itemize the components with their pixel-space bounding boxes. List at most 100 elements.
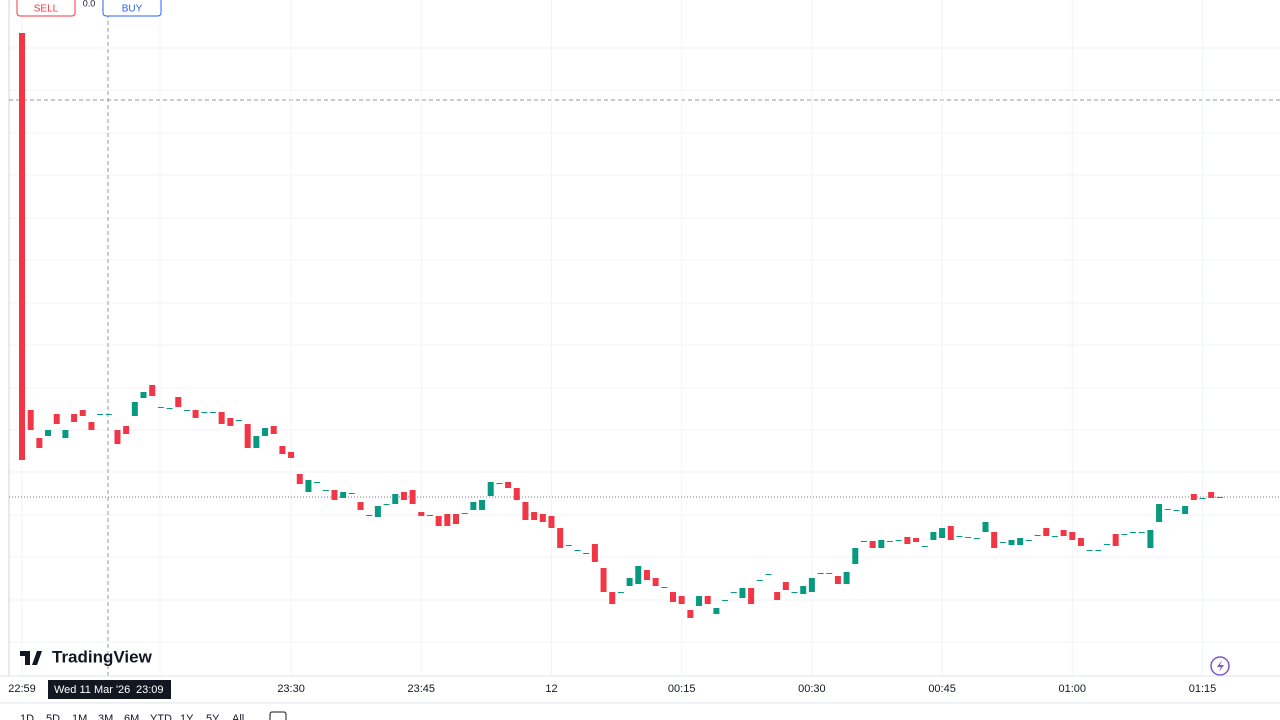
range-button[interactable]: 6M [124,713,139,720]
candle-body [487,482,494,496]
x-tick-label: 01:15 [1189,683,1217,695]
candle-body [1104,544,1110,545]
candle-body [1095,550,1102,551]
candle-body [1069,532,1076,540]
candle-body [305,480,312,492]
candle-body [913,538,920,542]
x-tick-label: 12 [545,683,557,695]
candle-body [53,414,60,424]
range-button[interactable]: YTD [150,713,172,720]
candle-body [800,586,807,594]
plot [9,0,1280,676]
candle-body [27,410,34,430]
candle-body [860,541,867,542]
candle-body [722,600,729,601]
range-button[interactable]: 5Y [206,713,220,720]
candle-body [201,412,208,413]
candle-body [123,426,130,434]
calendar-icon[interactable] [269,711,287,720]
candle-body [739,588,746,598]
candle-body [1156,504,1163,522]
candle-body [435,516,442,526]
candle-body [288,452,295,458]
candle-body [1190,494,1197,500]
candle-body [192,410,199,418]
candle-body [279,446,286,454]
candle-body [791,592,798,593]
candle-body [183,410,190,411]
range-button[interactable]: 3M [98,713,113,720]
candle-body [296,474,303,484]
candle-body [999,542,1006,543]
candle-body [357,502,364,510]
candle-body [314,482,321,483]
candle-body [539,514,546,522]
sell-button[interactable] [16,0,76,17]
candle-body [461,513,468,514]
candle-body [392,494,399,504]
candle-body [444,514,451,526]
candle-body [565,545,572,546]
logo: TradingView [20,647,153,666]
range-button[interactable]: 5D [46,713,60,720]
crosshair-date: Wed 11 Mar '26 [54,684,130,696]
candle-body [505,482,512,488]
candle-body [383,504,390,505]
candle-body [557,528,564,548]
candle-body [140,392,147,398]
candle-body [617,592,624,593]
candle-body [887,541,893,542]
range-button[interactable]: All [232,713,244,720]
candle-body [331,490,338,500]
candle-body [513,488,520,500]
candle-body [1216,497,1223,498]
candle-body [105,414,112,415]
range-button[interactable]: 1Y [180,713,194,720]
candle-body [1025,540,1032,541]
candle-body [756,580,763,581]
x-tick-label: 23:30 [277,683,305,695]
candle-body [670,592,676,602]
candle-body [227,418,234,426]
candle-body [270,426,277,434]
candle-body [531,512,538,520]
candle-body [843,572,850,584]
candle-body [921,546,928,547]
candle-body [218,412,225,424]
candle-body [808,578,815,592]
candle-body [1147,530,1154,548]
candle-body [852,548,859,564]
candle-body [426,515,433,516]
candle-body [1208,492,1215,498]
candle-body [496,483,503,484]
range-button[interactable]: 1M [72,713,87,720]
lightning-button[interactable] [1210,656,1230,676]
lightning-icon [1217,660,1224,672]
candle-body [166,408,173,409]
candle-body [748,588,755,604]
range-button[interactable]: 1D [20,713,34,720]
buy-label[interactable]: BUY [122,4,143,15]
candle-body [947,526,954,540]
candle-body [635,566,642,584]
candle-body [600,568,607,592]
candle-body [244,424,251,448]
candle-body [1138,532,1145,533]
range-bar: 1D 5D 1M 3M 6M YTD 1Y 5Y All [20,713,244,720]
candle-body [236,420,242,421]
candle-body [1121,534,1128,535]
candle-body [1173,510,1180,511]
x-tick-label: 00:15 [668,683,696,695]
candle-body [322,490,329,491]
candle-body [826,573,833,574]
candle-body [1017,538,1024,545]
candle-body [374,506,381,517]
candle-body [522,502,529,520]
sell-label[interactable]: SELL [34,4,59,15]
candle-body [591,544,598,562]
candle-body [479,500,486,510]
candle-body [956,536,963,537]
candle-body [1008,540,1015,545]
buy-button[interactable] [102,0,162,17]
candle-body [88,422,95,430]
